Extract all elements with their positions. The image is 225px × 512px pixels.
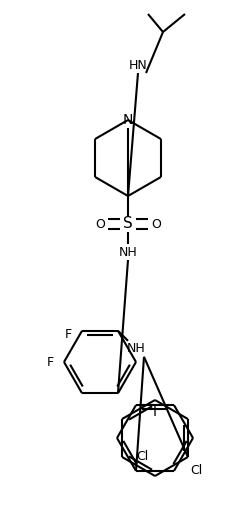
Text: HN: HN [128, 58, 147, 72]
Text: Cl: Cl [189, 464, 201, 477]
Text: S: S [123, 217, 132, 231]
Text: O: O [95, 218, 104, 230]
Text: I: I [152, 405, 156, 419]
Text: O: O [150, 218, 160, 230]
Text: F: F [46, 355, 53, 369]
Text: NH: NH [126, 343, 145, 355]
Text: NH: NH [118, 245, 137, 259]
Text: F: F [64, 328, 71, 342]
Text: Cl: Cl [135, 451, 148, 463]
Text: N: N [122, 113, 133, 127]
